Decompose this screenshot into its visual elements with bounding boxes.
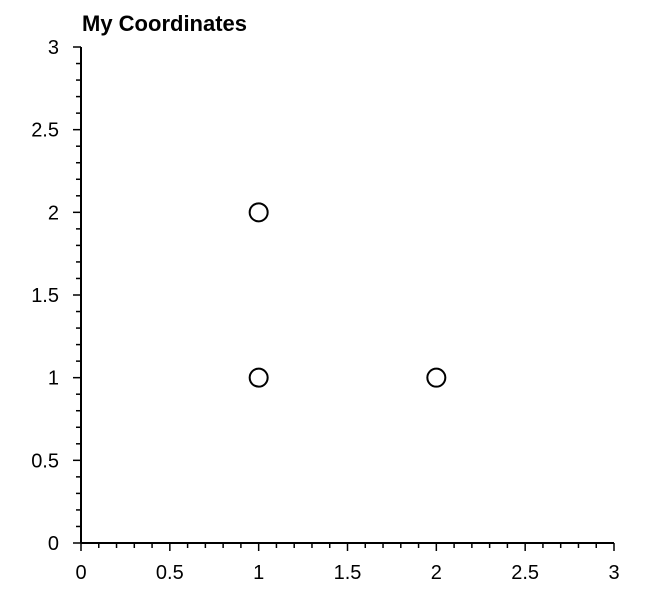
y-tick-label: 0: [48, 533, 59, 555]
axes: 0 0.5 1 1.5 2 2.5 3 0 0.5 1 1.5 2 2.5 3: [31, 37, 619, 584]
y-tick-label: 1.5: [31, 285, 59, 307]
x-tick-label: 0.5: [156, 562, 184, 584]
data-point: [248, 202, 269, 223]
x-tick-label: 1: [253, 562, 264, 584]
x-tick-label: 2.5: [511, 562, 539, 584]
y-tick-label: 2: [48, 202, 59, 224]
x-tick-label: 1.5: [334, 562, 362, 584]
chart-title: My Coordinates: [82, 11, 247, 36]
x-tick-label: 0: [75, 562, 86, 584]
x-tick-label: 3: [608, 562, 619, 584]
y-tick-label: 3: [48, 37, 59, 59]
data-point: [426, 367, 447, 388]
data-points: [248, 202, 447, 388]
y-tick-label: 2.5: [31, 120, 59, 142]
y-tick-label: 0.5: [31, 450, 59, 472]
data-point: [248, 367, 269, 388]
x-tick-label: 2: [431, 562, 442, 584]
y-tick-label: 1: [48, 368, 59, 390]
